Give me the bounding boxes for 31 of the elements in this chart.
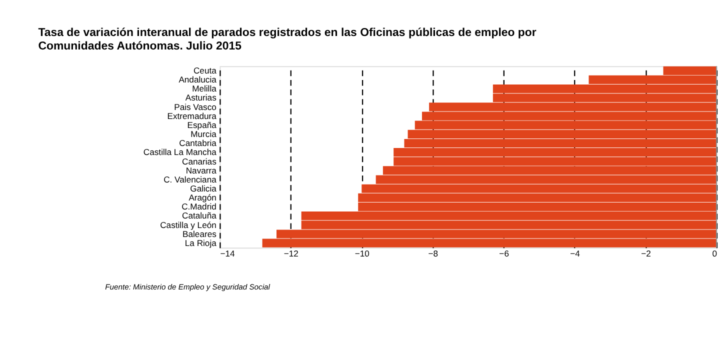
x-tick-label: −10 <box>354 248 370 259</box>
y-tick-label: Asturias <box>185 92 216 103</box>
y-tick-label: Pais Vasco <box>174 102 217 112</box>
y-tick-label: Castilla La Mancha <box>143 147 217 158</box>
y-tick-label: España <box>187 120 217 130</box>
x-tick-label: −12 <box>284 248 299 259</box>
y-tick-label: Ceuta <box>193 66 217 76</box>
y-tick-label: Castilla y León <box>160 220 217 230</box>
x-tick-label: −8 <box>428 248 438 259</box>
y-tick-label: Extremadura <box>167 110 217 121</box>
y-tick-label: Baleares <box>182 228 216 239</box>
y-tick-label: Galicia <box>190 183 217 194</box>
source-note: Fuente: Ministerio de Empleo y Seguridad Social <box>105 282 270 292</box>
y-tick-label: La Rioja <box>184 238 217 248</box>
y-tick-label: Navarra <box>186 165 217 176</box>
x-tick-label: −14 <box>220 248 235 259</box>
y-tick-label: C. Valenciana <box>164 174 217 184</box>
text: Comunidades Autónomas. Julio 2015 <box>38 40 242 52</box>
x-tick-label: 0 <box>712 248 718 259</box>
x-tick-label: −4 <box>570 248 580 259</box>
y-tick-label: Andalucia <box>178 74 217 85</box>
y-tick-label: Melilla <box>192 84 217 94</box>
y-tick-label: Aragón <box>188 192 217 203</box>
x-tick-label: −6 <box>499 248 510 259</box>
y-tick-label: Cataluña <box>182 210 217 221</box>
x-tick-label: −2 <box>641 248 652 259</box>
text: Tasa de variación interanual de parados registrados en las Oficinas públicas de empleo por <box>38 27 536 40</box>
y-tick-label: C.Madrid <box>182 202 217 212</box>
y-tick-label: Cantabria <box>179 138 217 148</box>
y-tick-label: Canarias <box>182 156 216 166</box>
y-tick-label: Murcia <box>190 129 217 140</box>
